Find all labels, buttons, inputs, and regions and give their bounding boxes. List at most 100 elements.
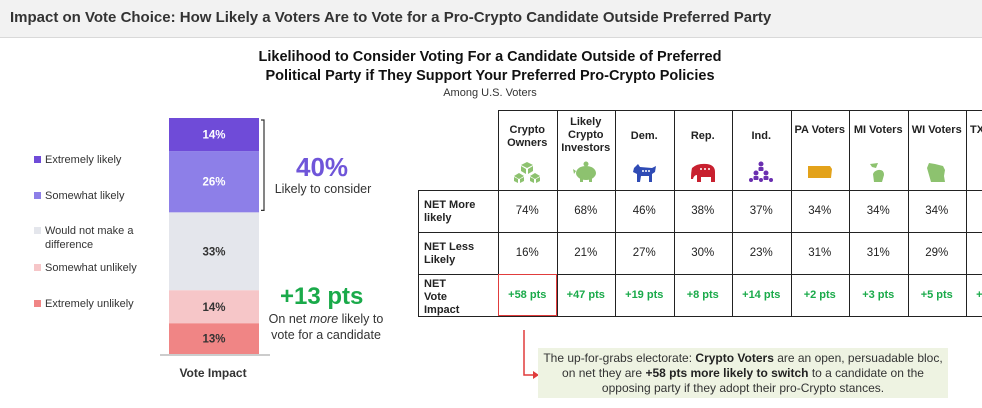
table-cell: +47 pts — [566, 289, 605, 301]
net-label-post: likely to vote for a candidate — [271, 312, 384, 342]
table-cell: 31% — [866, 247, 890, 259]
table-gridline-vertical — [907, 110, 909, 316]
michigan-map-icon — [870, 163, 885, 182]
row-header: NET Vote Impact — [424, 278, 460, 316]
column-header-investors: Likely Crypto Investors — [561, 116, 611, 154]
likely-bracket — [261, 119, 265, 211]
chart-title: Likelihood to Consider Voting For a Cand… — [180, 48, 800, 86]
header-title: Impact on Vote Choice: How Likely a Vote… — [10, 9, 772, 26]
table-cell: 21% — [574, 247, 598, 259]
consider-stat-label: Likely to consider — [274, 182, 372, 196]
bar-data-label: 33% — [202, 246, 225, 258]
bar-segment — [169, 290, 259, 324]
table-cell: 30% — [691, 247, 715, 259]
table-cell: +3 pts — [862, 289, 895, 301]
callout-text-1: The up-for-grabs electorate: — [543, 351, 696, 365]
column-header-crypto: Crypto Owners — [507, 124, 548, 149]
highlight-box — [498, 274, 557, 316]
table-gridline-vertical — [966, 110, 967, 316]
chart-subtitle: Among U.S. Voters — [443, 87, 537, 99]
net-label-pre: On net — [268, 312, 310, 326]
table-cell: 29% — [925, 247, 949, 259]
table-gridline-vertical — [615, 110, 616, 316]
stacked-bar-chart: 14% 26% 33% 14% 13% — [160, 118, 270, 356]
bar-segment — [169, 212, 259, 291]
table-gridline-vertical — [673, 110, 675, 316]
crypto-blocks-icon — [514, 162, 541, 183]
net-stat-label: On net more likely to vote for a candida… — [262, 311, 390, 343]
legend-label: Somewhat likely — [45, 190, 125, 202]
callout-box: The up-for-grabs electorate: Crypto Vote… — [538, 348, 948, 398]
table-gridline-vertical — [498, 110, 499, 316]
table-gridline-vertical — [556, 110, 558, 316]
column-header-dem: Dem. — [630, 130, 658, 142]
legend-swatch — [34, 227, 41, 234]
callout-arrow — [523, 330, 539, 379]
column-header-rep: Rep. — [690, 130, 715, 142]
net-label-emphasis: more — [309, 312, 339, 326]
table-gridline-vertical — [790, 110, 792, 316]
row-header: NET More likely — [424, 199, 476, 224]
legend-swatch — [34, 192, 41, 199]
table-gridline-horizontal — [418, 190, 982, 191]
table-cell: 34% — [925, 205, 949, 217]
table-cell: 37% — [749, 205, 773, 217]
donkey-icon — [633, 164, 657, 182]
bar-segment — [169, 323, 259, 354]
bar-data-label: 14% — [202, 130, 225, 142]
column-header-wi: WI Voters — [911, 124, 962, 136]
legend-swatch — [34, 156, 41, 163]
table-cell: 29% — [966, 247, 982, 259]
table-cell: 16% — [515, 247, 539, 259]
column-header-mi: MI Voters — [853, 124, 903, 136]
legend-label: Extremely likely — [45, 154, 122, 166]
table-cell: 34% — [866, 205, 890, 217]
elephant-icon — [690, 163, 715, 182]
bar-segment — [169, 151, 259, 213]
table-gridline-vertical — [732, 110, 733, 316]
legend-label: Extremely unlikely — [45, 298, 134, 310]
people-pyramid-icon — [749, 161, 774, 182]
table-cell: +14 pts — [742, 289, 781, 301]
table-cell: 34% — [808, 205, 832, 217]
table-cell: +5 pts — [920, 289, 953, 301]
table-gridline-horizontal — [418, 316, 982, 317]
legend-label: Somewhat unlikely — [45, 262, 137, 274]
table-cell: +19 pts — [625, 289, 664, 301]
column-header-ind: Ind. — [751, 130, 772, 142]
bar-segment — [169, 118, 259, 152]
chart-title-line2: Political Party if They Support Your Pre… — [265, 68, 715, 84]
table-cell: +58 pts — [508, 289, 547, 301]
table-cell: 74% — [515, 205, 539, 217]
callout-bold-2: +58 pts more likely to switch — [645, 366, 809, 380]
pennsylvania-map-icon — [807, 166, 832, 178]
table-cell: +8 pts — [686, 289, 719, 301]
x-axis-label: Vote Impact — [179, 366, 247, 380]
callout-bold-1: Crypto Voters — [695, 351, 774, 365]
legend-label: Would not make a difference — [45, 225, 134, 251]
table-cell: 27% — [632, 247, 656, 259]
table-cell: 68% — [574, 205, 598, 217]
chart-title-line1: Likelihood to Consider Voting For a Cand… — [258, 49, 722, 65]
legend-swatch — [34, 264, 41, 271]
table-cell: +13 pts — [976, 289, 982, 301]
callout-text-3: to a candidate on the opposing party if … — [601, 366, 924, 395]
consider-stat-value: 40% — [296, 152, 349, 182]
table-gridline-horizontal — [498, 110, 982, 111]
table-cell: 31% — [808, 247, 832, 259]
table-cell: 46% — [632, 205, 656, 217]
net-stat-value: +13 pts — [280, 283, 364, 310]
table-cell: 23% — [749, 247, 773, 259]
callout-text-2: are an open, persuadable bloc, on net th… — [562, 351, 943, 380]
table-gridline-horizontal — [418, 232, 982, 233]
table-cell: 38% — [691, 205, 715, 217]
table-cell: 42% — [966, 205, 982, 217]
bar-data-label: 14% — [202, 302, 225, 314]
legend-swatch — [34, 300, 41, 307]
piggy-bank-icon — [572, 161, 596, 182]
table-gridline-vertical — [849, 110, 850, 316]
header-bar: Impact on Vote Choice: How Likely a Vote… — [0, 0, 982, 38]
bar-data-label: 26% — [202, 177, 225, 189]
table-gridline-horizontal — [418, 274, 982, 275]
column-header-pa: PA Voters — [794, 124, 846, 136]
